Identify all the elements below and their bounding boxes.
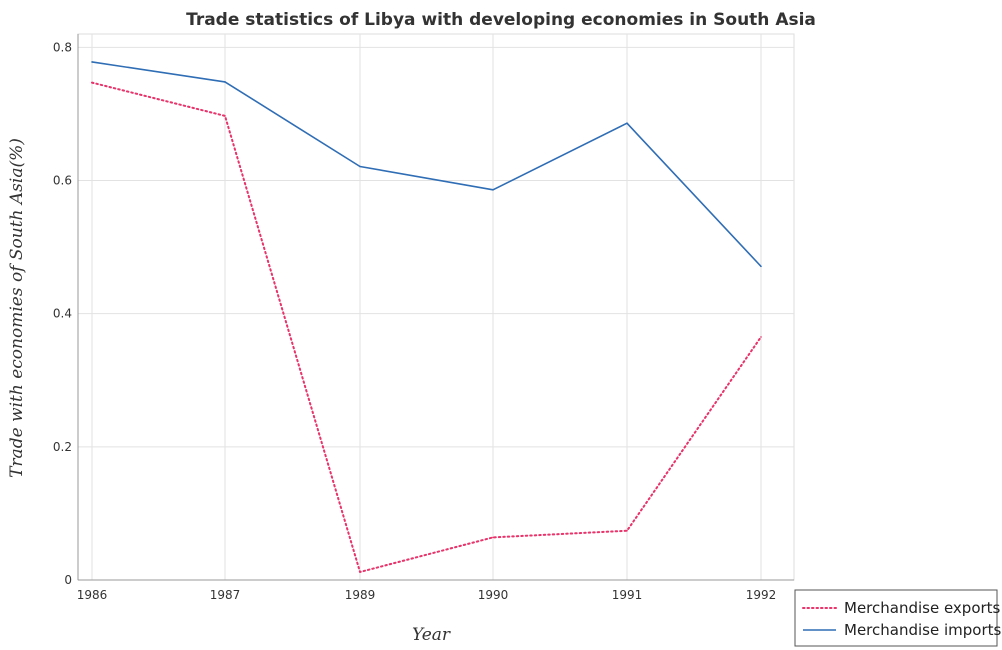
data-point xyxy=(492,189,494,191)
legend-label-imports: Merchandise imports xyxy=(844,621,1001,639)
data-point xyxy=(359,571,361,573)
data-point xyxy=(91,81,93,84)
y-axis-label: Trade with economies of South Asia(%) xyxy=(7,138,27,478)
x-tick-label: 1992 xyxy=(746,588,777,602)
x-tick-label: 1991 xyxy=(612,588,643,602)
x-axis-label: Year xyxy=(412,625,451,645)
grid xyxy=(77,33,795,581)
data-point xyxy=(224,81,226,83)
legend-label-exports: Merchandise exports xyxy=(844,599,1001,617)
plot-area xyxy=(77,33,795,581)
x-tick-label: 1989 xyxy=(345,588,376,602)
data-point xyxy=(760,265,762,268)
tick-labels: 0 0.2 0.4 0.6 0.8 1986 1987 1989 1990 1991 1992 xyxy=(53,40,776,602)
series-line-exports xyxy=(91,81,762,574)
data-point xyxy=(492,536,494,539)
data-point xyxy=(91,61,93,63)
data-point xyxy=(760,336,762,338)
series-lines xyxy=(91,61,762,574)
legend: Merchandise exports Merchandise imports xyxy=(794,589,1001,647)
axes xyxy=(77,34,794,581)
y-tick-label: 0.2 xyxy=(53,440,72,454)
y-tick-label: 0.6 xyxy=(53,173,72,187)
data-point xyxy=(626,529,628,532)
data-point xyxy=(626,122,628,125)
series-line-imports xyxy=(91,61,762,267)
y-tick-label: 0.4 xyxy=(53,307,72,321)
data-point xyxy=(359,165,361,168)
x-tick-label: 1990 xyxy=(478,588,509,602)
legend-box xyxy=(794,589,998,647)
y-tick-label: 0 xyxy=(64,573,72,587)
x-tick-label: 1987 xyxy=(210,588,241,602)
x-tick-label: 1986 xyxy=(77,588,108,602)
data-point xyxy=(224,115,226,117)
y-tick-label: 0.8 xyxy=(53,40,72,54)
chart-title: Trade statistics of Libya with developin… xyxy=(186,10,816,30)
